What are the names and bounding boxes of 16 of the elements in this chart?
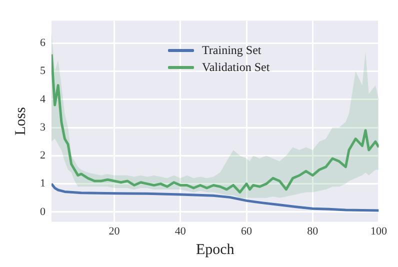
y-tick-label: 2: [40, 150, 46, 162]
x-tick-label: 20: [108, 225, 120, 238]
y-axis-title: Loss: [12, 106, 29, 136]
legend-label: Validation Set: [202, 59, 270, 76]
y-tick-label: 1: [40, 178, 46, 190]
y-tick-label: 4: [40, 93, 46, 106]
y-tick-label: 5: [40, 65, 46, 78]
x-tick-label: 40: [174, 225, 186, 238]
x-tick-label: 100: [370, 225, 388, 238]
x-tick-label: 60: [241, 225, 253, 238]
y-tick-label: 3: [40, 121, 46, 134]
y-tick-label: 6: [40, 37, 46, 50]
legend-label: Training Set: [202, 42, 262, 59]
y-tick-label: 0: [40, 206, 46, 218]
x-tick-label: 80: [307, 225, 319, 238]
x-axis-title: Epoch: [196, 242, 235, 258]
